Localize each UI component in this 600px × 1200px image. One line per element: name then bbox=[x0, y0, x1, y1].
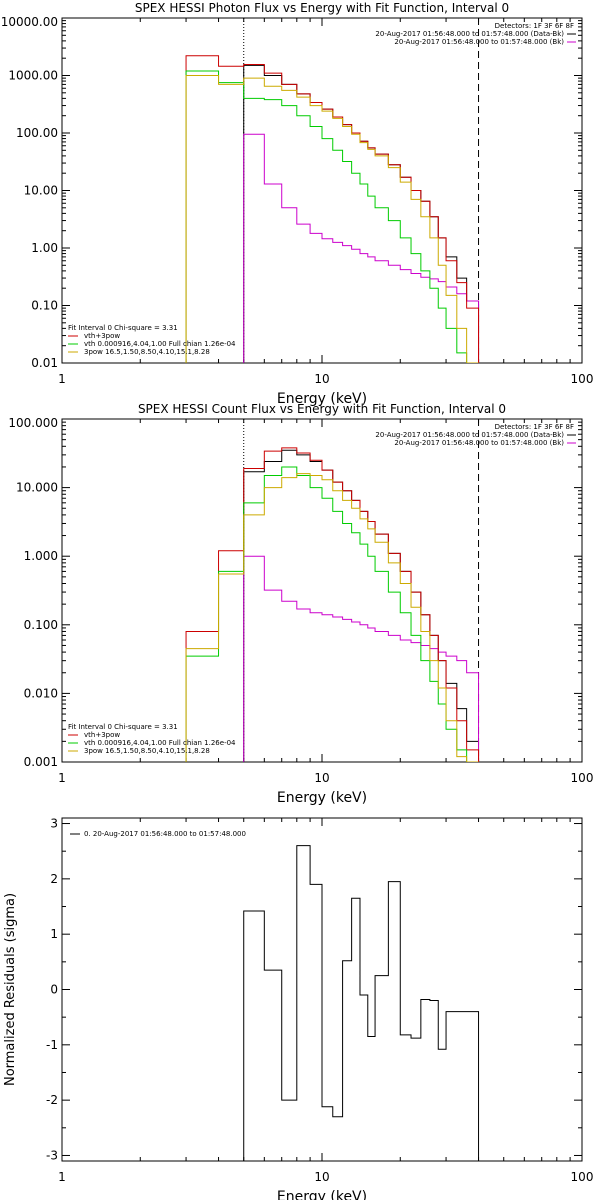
data-series-group bbox=[185, 447, 480, 762]
chart-panel-1: 1 10 100 0.01 0.10 1.00 10.00 100.00 1000.00 1000… bbox=[1, 1, 594, 407]
y-tick-label: 1 bbox=[50, 927, 58, 941]
series-line-2 bbox=[243, 133, 480, 363]
y-tick-label: -1 bbox=[46, 1038, 58, 1052]
x-tick-label: 100 bbox=[571, 771, 594, 785]
x-tick-label: 1 bbox=[58, 372, 66, 386]
data-series-group bbox=[185, 55, 480, 363]
legend-detectors: Detectors: 1F 3F 6F 8F bbox=[495, 22, 574, 30]
y-tick-label: 100.000 bbox=[8, 416, 58, 430]
legend-entry: 20-Aug-2017 01:56:48.000 to 01:57:48.000… bbox=[375, 30, 564, 38]
legend-detectors: Detectors: 1F 3F 6F 8F bbox=[495, 423, 574, 431]
x-tick-label: 100 bbox=[571, 372, 594, 386]
legend-entry: vth+3pow bbox=[84, 731, 120, 739]
y-tick-label: 10000.00 bbox=[1, 15, 58, 29]
data-series-group bbox=[243, 845, 480, 1161]
y-tick-label: -2 bbox=[46, 1093, 58, 1107]
x-tick-label: 100 bbox=[571, 1170, 594, 1184]
y-tick-label: 0.100 bbox=[24, 618, 58, 632]
series-line-2 bbox=[243, 555, 480, 762]
legend-entry: 20-Aug-2017 01:56:48.000 to 01:57:48.000… bbox=[375, 431, 564, 439]
legend-fit-header: Fit Interval 0 Chi-square = 3.31 bbox=[68, 723, 178, 731]
y-tick-label: 100.00 bbox=[16, 126, 58, 140]
series-line-1 bbox=[243, 845, 480, 1161]
legend-entry: 3pow 16.5,1.50,8.50,4.10,15.1,8.28 bbox=[84, 348, 210, 356]
series-line-4 bbox=[185, 466, 479, 762]
series-line-5 bbox=[185, 473, 479, 762]
legend-entry: vth 0.000916,4.04,1.00 Full chian 1.26e-… bbox=[84, 739, 236, 747]
series-line-1 bbox=[243, 64, 480, 363]
series-line-3 bbox=[185, 55, 480, 363]
x-tick-label: 1 bbox=[58, 1170, 66, 1184]
series-line-5 bbox=[185, 75, 479, 363]
y-tick-label: 0.10 bbox=[31, 299, 58, 313]
y-tick-label: 10.00 bbox=[24, 184, 58, 198]
chart-panel-3: 1 10 100 -3 -2 -1 0 1 2 3 Energy (keV) Normalized R… bbox=[3, 817, 593, 1200]
y-tick-label: 1.000 bbox=[24, 549, 58, 563]
y-tick-label: 0.01 bbox=[31, 356, 58, 370]
series-line-4 bbox=[185, 70, 479, 363]
chart-panel-2: 1 10 100 0.001 0.010 0.100 1.000 10.000 100.000 S… bbox=[8, 402, 593, 806]
x-axis-label: Energy (keV) bbox=[277, 1189, 367, 1200]
y-tick-label: 0.010 bbox=[24, 686, 58, 700]
y-tick-label: 1.00 bbox=[31, 241, 58, 255]
legend-entry: vth 0.000916,4.04,1.00 Full chian 1.26e-… bbox=[84, 340, 236, 348]
y-tick-label: -3 bbox=[46, 1148, 58, 1162]
x-axis-label: Energy (keV) bbox=[277, 790, 367, 806]
y-tick-label: 0.001 bbox=[24, 755, 58, 769]
x-tick-label: 10 bbox=[314, 1170, 329, 1184]
legend-entry: 3pow 16.5,1.50,8.50,4.10,15.1,8.28 bbox=[84, 747, 210, 755]
legend-entry: vth+3pow bbox=[84, 332, 120, 340]
series-line-1 bbox=[243, 449, 480, 762]
x-tick-label: 10 bbox=[314, 372, 329, 386]
y-tick-label: 10.000 bbox=[16, 481, 58, 495]
y-tick-label: 3 bbox=[50, 817, 58, 831]
x-tick-label: 1 bbox=[58, 771, 66, 785]
legend-entry: 20-Aug-2017 01:56:48.000 to 01:57:48.000… bbox=[394, 38, 564, 46]
y-tick-label: 1000.00 bbox=[8, 69, 58, 83]
x-axis-label: Energy (keV) bbox=[277, 391, 367, 407]
y-tick-label: 2 bbox=[50, 872, 58, 886]
legend-entry: 0. 20-Aug-2017 01:56:48.000 to 01:57:48.… bbox=[84, 830, 246, 838]
series-line-3 bbox=[185, 447, 480, 762]
legend-entry: 20-Aug-2017 01:56:48.000 to 01:57:48.000… bbox=[394, 439, 564, 447]
y-axis-label: Normalized Residuals (sigma) bbox=[3, 893, 18, 1086]
x-tick-label: 10 bbox=[314, 771, 329, 785]
chart-title: SPEX HESSI Photon Flux vs Energy with Fi… bbox=[135, 1, 509, 15]
y-tick-label: 0 bbox=[50, 983, 58, 997]
legend-fit-header: Fit Interval 0 Chi-square = 3.31 bbox=[68, 324, 178, 332]
chart-title: SPEX HESSI Count Flux vs Energy with Fit… bbox=[138, 402, 506, 416]
plot-frame bbox=[61, 17, 583, 364]
